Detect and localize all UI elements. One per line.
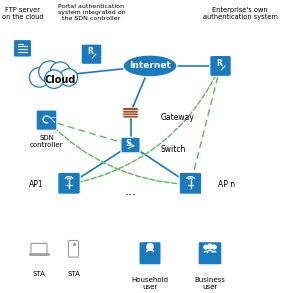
FancyBboxPatch shape	[139, 242, 161, 265]
FancyBboxPatch shape	[36, 110, 57, 130]
Text: FTP server
on the cloud: FTP server on the cloud	[2, 7, 43, 20]
Circle shape	[208, 244, 212, 249]
Text: R: R	[87, 47, 93, 57]
FancyBboxPatch shape	[31, 243, 47, 255]
Text: Portal authentication
system integrated on
the SDN controller: Portal authentication system integrated …	[58, 4, 125, 21]
Text: Business
user: Business user	[195, 277, 225, 290]
Circle shape	[60, 69, 78, 86]
Text: R: R	[216, 59, 222, 68]
Text: STA: STA	[67, 271, 80, 277]
Text: Household
user: Household user	[131, 277, 169, 290]
FancyBboxPatch shape	[81, 44, 102, 64]
Circle shape	[212, 245, 216, 249]
FancyBboxPatch shape	[210, 55, 231, 76]
Text: Switch: Switch	[160, 145, 186, 154]
Text: Cloud: Cloud	[44, 75, 76, 85]
FancyBboxPatch shape	[123, 113, 138, 115]
Text: AP n: AP n	[218, 180, 235, 189]
FancyBboxPatch shape	[58, 172, 80, 194]
Circle shape	[204, 245, 208, 249]
FancyBboxPatch shape	[123, 115, 138, 118]
Ellipse shape	[123, 55, 177, 77]
Circle shape	[39, 61, 61, 82]
Text: ...: ...	[124, 185, 136, 198]
FancyBboxPatch shape	[123, 110, 138, 113]
FancyBboxPatch shape	[14, 40, 32, 57]
Circle shape	[44, 70, 64, 88]
FancyBboxPatch shape	[179, 172, 202, 194]
Text: AP1: AP1	[29, 180, 44, 189]
Circle shape	[147, 243, 153, 250]
FancyBboxPatch shape	[121, 137, 140, 153]
Text: Internet: Internet	[129, 62, 171, 70]
Text: Gateway: Gateway	[160, 113, 194, 122]
Text: SDN
controller: SDN controller	[30, 135, 63, 148]
FancyBboxPatch shape	[68, 241, 79, 257]
Text: Enterprise's own
authentication system: Enterprise's own authentication system	[202, 7, 278, 20]
Circle shape	[50, 62, 70, 81]
Text: STA: STA	[33, 271, 45, 277]
FancyBboxPatch shape	[198, 242, 222, 265]
Circle shape	[29, 68, 49, 87]
FancyBboxPatch shape	[123, 108, 138, 111]
Text: S: S	[125, 139, 131, 148]
